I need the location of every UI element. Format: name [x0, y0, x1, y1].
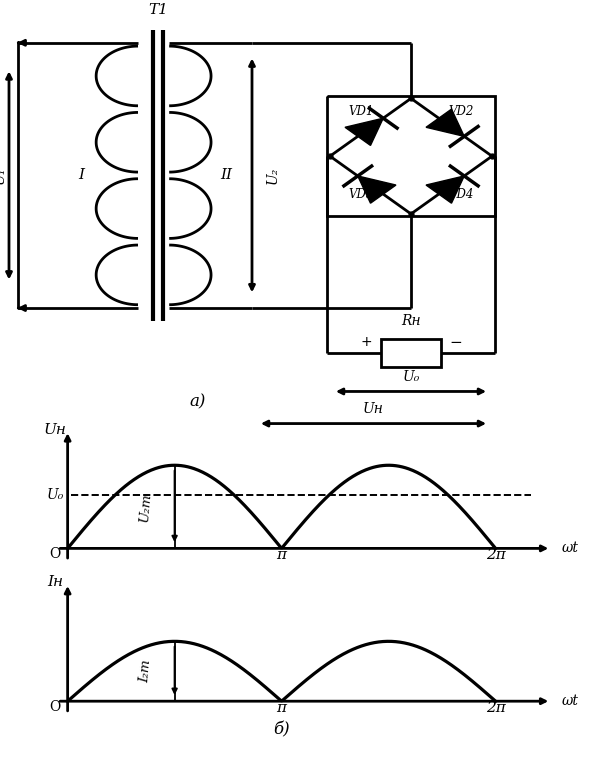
Text: Iн: Iн — [47, 575, 64, 590]
Polygon shape — [358, 176, 396, 203]
Text: I₂m: I₂m — [139, 659, 154, 684]
Text: VD3: VD3 — [348, 188, 373, 201]
Text: Rн: Rн — [401, 314, 421, 329]
Text: б): б) — [273, 721, 290, 739]
Text: O: O — [50, 700, 61, 714]
Text: Uн: Uн — [44, 422, 67, 437]
Text: O: O — [50, 547, 61, 562]
Text: −: − — [449, 335, 463, 350]
Text: U₂: U₂ — [265, 167, 279, 184]
Text: а): а) — [190, 393, 206, 410]
Text: T1: T1 — [148, 3, 168, 17]
Text: 2π: 2π — [485, 701, 505, 715]
Text: π: π — [277, 701, 287, 715]
Bar — [381, 339, 441, 367]
Text: ωt: ωt — [562, 694, 578, 708]
Text: VD1: VD1 — [348, 105, 373, 118]
Text: +: + — [360, 335, 372, 349]
Text: VD2: VD2 — [449, 105, 474, 118]
Text: U₁: U₁ — [0, 167, 7, 184]
Text: ωt: ωt — [562, 542, 578, 555]
Text: Uн: Uн — [363, 402, 384, 416]
Polygon shape — [345, 118, 383, 145]
Text: 2π: 2π — [485, 549, 505, 562]
Text: VD4: VD4 — [449, 188, 474, 201]
Polygon shape — [426, 176, 464, 203]
Text: U₂m: U₂m — [138, 492, 154, 522]
Text: U₀: U₀ — [47, 488, 64, 503]
Text: U₀: U₀ — [403, 370, 419, 384]
Text: I: I — [78, 168, 84, 183]
Text: II: II — [220, 168, 232, 183]
Polygon shape — [426, 109, 464, 136]
Text: π: π — [277, 549, 287, 562]
